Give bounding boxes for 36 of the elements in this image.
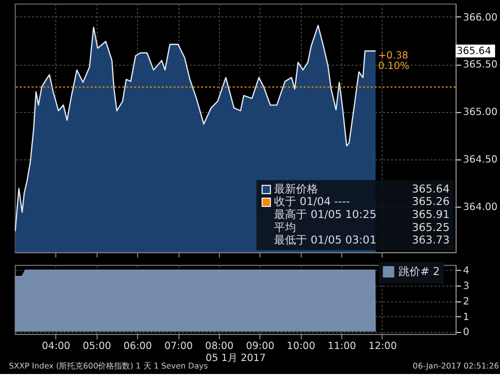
text: SXXP Index (斯托克600价格指数) 1 天 1 Seven Days xyxy=(8,361,208,370)
y-tick-label: 1 xyxy=(463,312,470,323)
x-tick-label: 06:00 xyxy=(124,341,152,352)
annotation: +0.38 xyxy=(378,50,408,62)
text: 365.64 xyxy=(456,46,492,57)
y-tick-label: 364.50 xyxy=(463,154,498,166)
x-tick-label: 08:00 xyxy=(205,341,234,352)
y-tick-label: 3 xyxy=(463,281,470,292)
y-tick-label: 364.00 xyxy=(463,202,498,214)
x-tick-label: 12:00 xyxy=(368,341,397,352)
y-tick-label: 4 xyxy=(463,266,470,277)
legend-label: 收于 01/04 ---- xyxy=(274,195,350,208)
y-tick-label: 365.50 xyxy=(463,60,498,71)
x-tick-label: 07:00 xyxy=(164,341,193,352)
annotation: 365.26 xyxy=(412,195,450,208)
y-tick-label: 366.00 xyxy=(463,12,498,24)
legend-label: 跳价# 2 xyxy=(398,264,440,278)
x-tick-label: 04:00 xyxy=(42,341,70,352)
annotation: 365.91 xyxy=(412,208,450,222)
annotation: 363.73 xyxy=(412,234,450,247)
annotation: 最高于 01/05 10:25 xyxy=(274,208,376,222)
annotation: 365.25 xyxy=(412,220,450,234)
annotation: 0.10% xyxy=(378,61,410,72)
text: 06-Jan-2017 02:51:26 xyxy=(412,361,500,370)
annotation: 最低于 01/05 03:01 xyxy=(274,234,376,247)
series-label: 最新价格 xyxy=(274,182,318,196)
annotation: 平均 xyxy=(274,220,296,234)
x-tick-label: 10:00 xyxy=(286,341,316,352)
x-tick-label: 05:00 xyxy=(82,341,112,352)
x-tick-label: 09:00 xyxy=(246,341,274,352)
annotation: 365.64 xyxy=(412,182,450,196)
x-tick-label: 11:00 xyxy=(328,341,356,352)
y-tick-label: 0 xyxy=(463,327,470,338)
y-tick-label: 2 xyxy=(463,296,470,308)
y-tick-label: 365.00 xyxy=(463,107,498,118)
x-axis-title: 05 1月 2017 xyxy=(206,353,266,364)
